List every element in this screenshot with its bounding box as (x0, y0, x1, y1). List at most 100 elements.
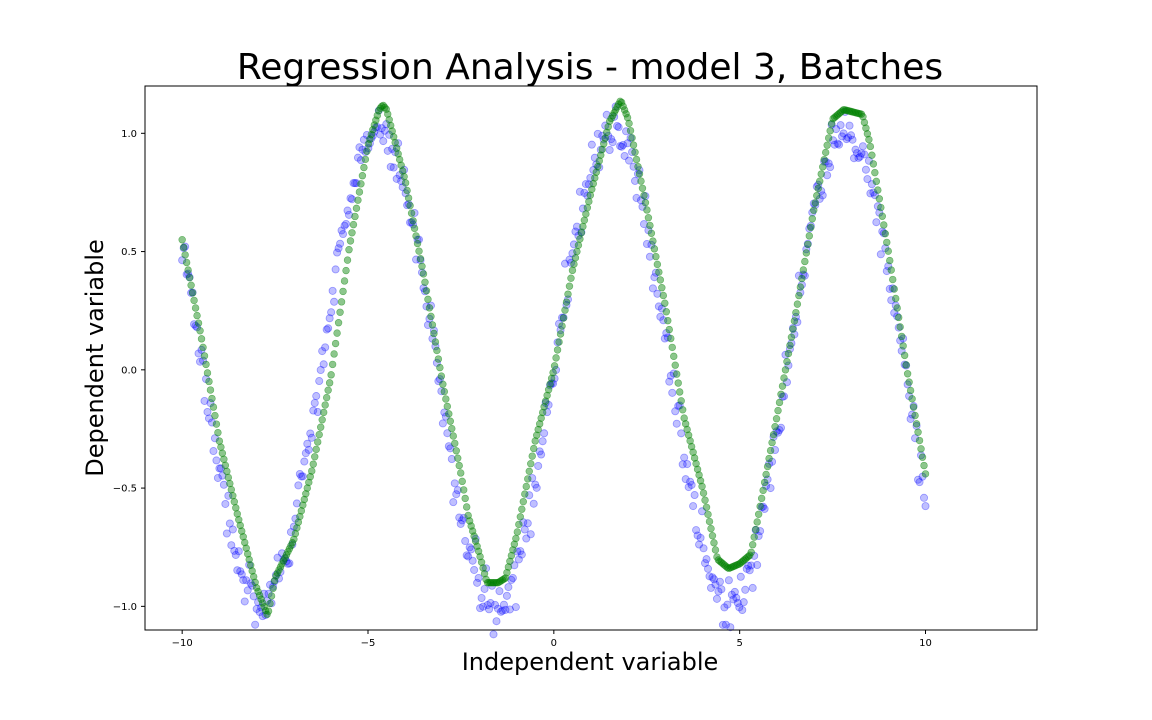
observation-point (507, 575, 516, 584)
observation-point (467, 545, 476, 554)
observation-point (867, 180, 876, 189)
observation-point (794, 271, 803, 280)
observation-point (826, 163, 835, 172)
observation-point (517, 550, 526, 559)
prediction-point (552, 354, 560, 362)
observation-point (839, 129, 848, 138)
observation-point (490, 600, 499, 609)
prediction-point (582, 210, 590, 218)
prediction-point (462, 503, 471, 511)
observation-point (429, 326, 438, 335)
prediction-point (786, 341, 794, 350)
prediction-point (875, 195, 884, 203)
prediction-point (915, 436, 924, 445)
prediction-point (646, 221, 654, 230)
prediction-point (325, 379, 334, 387)
prediction-point (559, 314, 568, 322)
prediction-point (877, 203, 885, 212)
prediction-point (212, 420, 221, 428)
prediction-point (667, 334, 675, 343)
observation-point (857, 149, 866, 158)
observation-point (706, 583, 715, 592)
prediction-point (217, 443, 225, 451)
observation-point (572, 222, 581, 231)
prediction-point (701, 496, 709, 504)
prediction-point (890, 285, 898, 293)
prediction-point (588, 185, 596, 194)
prediction-point (543, 391, 551, 400)
observation-point (774, 428, 783, 437)
prediction-point (805, 232, 814, 240)
prediction-point (322, 393, 331, 402)
observation-point (213, 473, 222, 482)
observation-point (742, 564, 751, 573)
observation-point (225, 519, 234, 528)
prediction-point (317, 423, 325, 431)
observation-point (829, 136, 838, 145)
prediction-point (594, 162, 602, 171)
observation-point (480, 584, 489, 593)
observation-point (353, 153, 362, 162)
observation-point (681, 475, 690, 484)
observation-point (456, 519, 465, 528)
prediction-point (710, 539, 718, 547)
prediction-point (677, 397, 685, 405)
prediction-point (454, 454, 462, 462)
observation-point (336, 239, 345, 248)
prediction-point (364, 140, 373, 148)
observation-point (345, 210, 354, 219)
observation-point (215, 464, 224, 473)
prediction-point (354, 196, 362, 204)
prediction-point (230, 498, 239, 506)
observation-point (304, 445, 313, 454)
observation-point (413, 235, 422, 244)
prediction-point (197, 335, 206, 343)
observation-point (334, 244, 343, 253)
prediction-point (403, 186, 411, 195)
x-tick-label: −10 (172, 638, 193, 649)
prediction-point (872, 177, 881, 186)
observation-point (760, 504, 769, 513)
prediction-point (449, 432, 457, 440)
observation-point (324, 324, 333, 333)
observation-point (312, 392, 321, 401)
prediction-point (330, 350, 338, 358)
observation-point (485, 605, 494, 614)
observation-point (470, 565, 479, 574)
observation-point (321, 343, 330, 352)
prediction-point (401, 179, 410, 187)
prediction-point (407, 209, 416, 217)
prediction-point (595, 157, 603, 165)
prediction-point (658, 283, 666, 292)
prediction-point (821, 148, 830, 157)
observation-point (701, 559, 710, 568)
prediction-point (229, 491, 237, 500)
prediction-point (319, 408, 328, 417)
observation-point (668, 388, 677, 397)
prediction-point (302, 490, 310, 498)
prediction-point (866, 142, 875, 151)
observation-point (671, 407, 680, 416)
prediction-point (206, 386, 215, 394)
prediction-point (905, 378, 913, 386)
prediction-point (428, 321, 437, 329)
prediction-point (625, 119, 633, 128)
prediction-point (209, 403, 218, 411)
observation-point (380, 126, 389, 135)
observation-point (492, 617, 501, 626)
prediction-point (690, 454, 699, 462)
prediction-point (670, 352, 678, 361)
observation-point (318, 347, 327, 356)
prediction-point (458, 477, 466, 486)
prediction-point (795, 291, 803, 300)
prediction-point (460, 486, 468, 494)
observation-point (744, 561, 753, 570)
prediction-point (260, 603, 268, 611)
observation-point (544, 400, 553, 409)
prediction-point (181, 251, 189, 259)
observation-point (328, 286, 337, 295)
prediction-point (437, 372, 446, 380)
x-tick-label: 5 (736, 638, 742, 649)
observation-point (525, 491, 534, 500)
